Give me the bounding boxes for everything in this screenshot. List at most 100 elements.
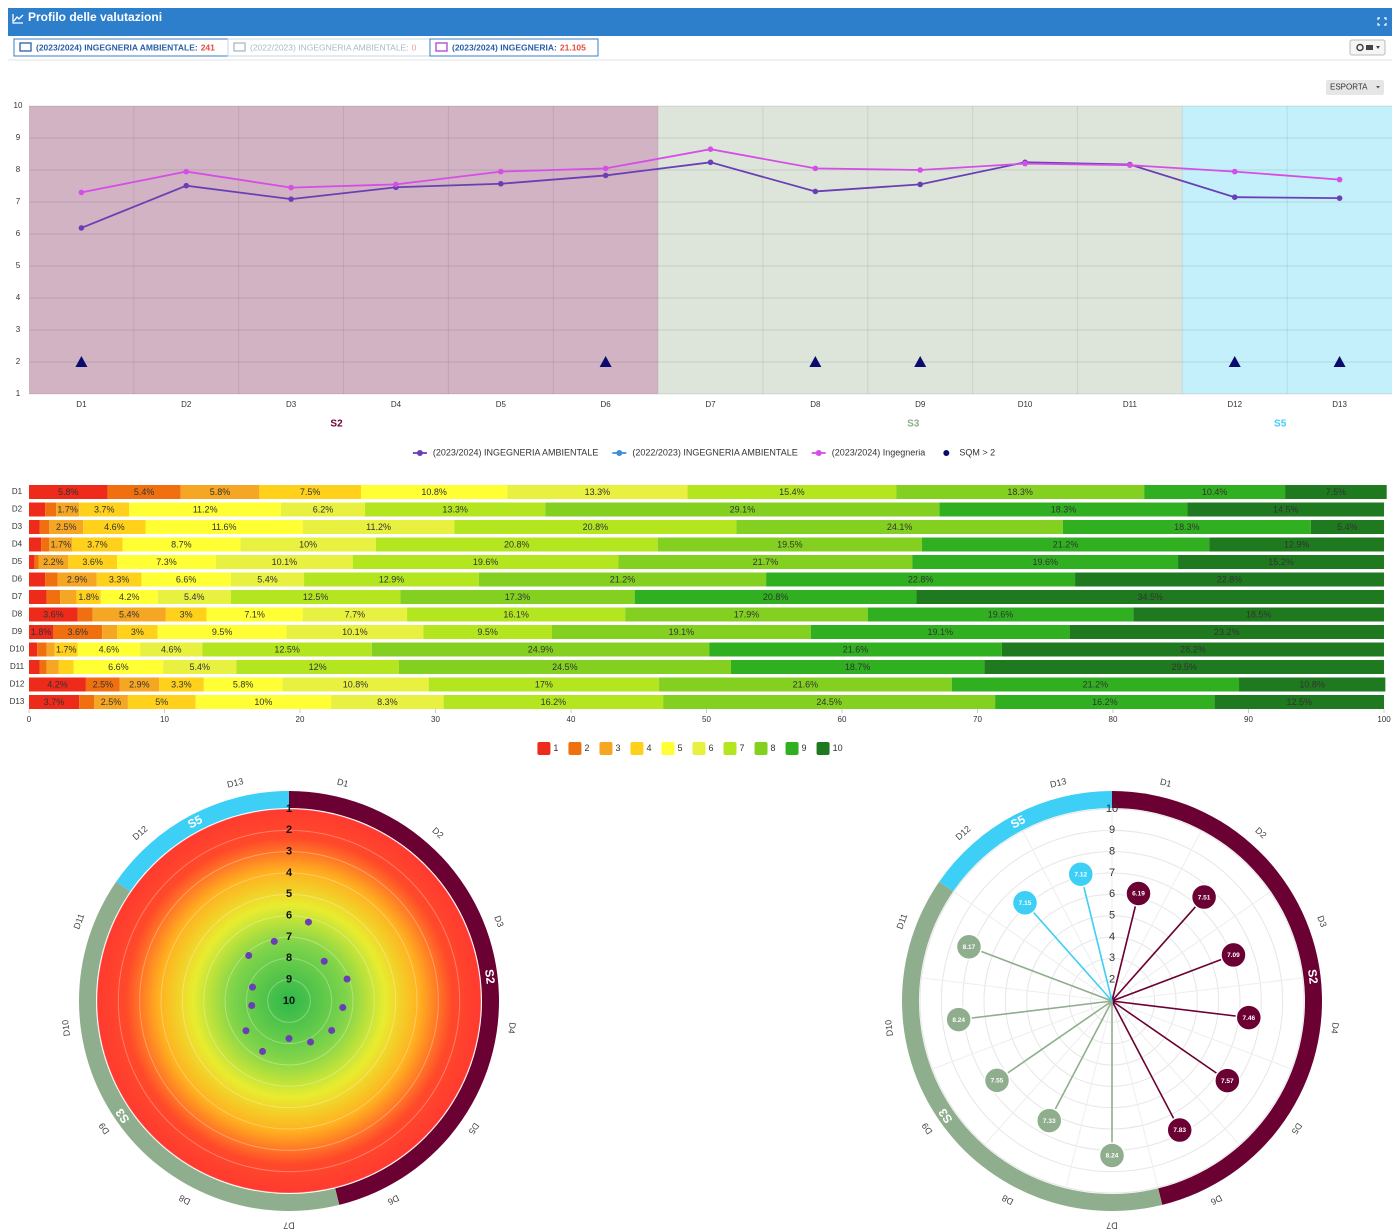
bar-segment	[29, 555, 35, 569]
bar-label: 24.5%	[816, 697, 842, 707]
bar-segment	[1133, 607, 1384, 622]
bar-segment	[302, 520, 455, 534]
series-point	[393, 181, 399, 188]
bar-segment	[29, 537, 42, 552]
category-label: D10	[60, 1019, 72, 1037]
bar-segment	[352, 555, 619, 569]
bar-label: 6.2%	[313, 504, 334, 514]
legend-swatch	[568, 742, 582, 755]
tab-label[interactable]: (2023/2024) INGEGNERIA:	[452, 42, 557, 52]
legend-item[interactable]: 2	[568, 742, 589, 755]
y-tick-label: 5	[16, 261, 21, 270]
bar-segment	[454, 520, 737, 534]
bar-segment	[302, 607, 408, 622]
legend-item[interactable]: 8	[754, 742, 776, 755]
bar-segment	[41, 537, 50, 552]
tab-icon[interactable]	[19, 42, 32, 52]
legend: (2023/2024) INGEGNERIA AMBIENTALE (2022/2…	[412, 447, 995, 457]
series-point	[78, 189, 85, 196]
tab-box[interactable]	[429, 38, 599, 57]
legend-item[interactable]: 3	[599, 742, 620, 755]
category-label: D2	[1253, 825, 1268, 840]
bar-label: 3%	[131, 627, 144, 637]
bar-label: 10.1%	[342, 627, 368, 637]
legend-item[interactable]: 10	[816, 742, 843, 755]
legend-item[interactable]: 7	[723, 742, 745, 755]
legend-swatch	[723, 742, 737, 755]
polar-stem	[958, 1000, 1113, 1021]
bar-segment	[39, 660, 47, 674]
legend-label[interactable]: 5	[677, 743, 682, 753]
series-point	[1231, 194, 1238, 200]
bar-label: 21.2%	[610, 574, 636, 584]
tab-label[interactable]: (2023/2024) INGEGNERIA AMBIENTALE:	[36, 42, 198, 52]
legend-label[interactable]: (2022/2023) INGEGNERIA AMBIENTALE	[632, 447, 797, 457]
bar-segment	[39, 520, 50, 534]
tab-icon[interactable]	[233, 42, 246, 52]
spoke	[1111, 1000, 1292, 1070]
point-label: 7.57	[1221, 1078, 1234, 1085]
legend-item[interactable]: 4	[630, 742, 651, 755]
tab[interactable]: (2023/2024) INGEGNERIA: 21.105	[429, 38, 599, 57]
legend-label[interactable]: (2023/2024) INGEGNERIA AMBIENTALE	[433, 447, 598, 457]
tab-label[interactable]: (2022/2023) INGEGNERIA AMBIENTALE:	[250, 42, 409, 52]
legend-label[interactable]: 6	[709, 743, 714, 753]
legend-label[interactable]: (2023/2024) Ingegneria	[832, 447, 926, 457]
series-point	[917, 167, 923, 173]
bar-segment	[1144, 485, 1286, 499]
legend-marker	[616, 450, 623, 456]
legend-label[interactable]: 7	[740, 743, 745, 753]
export-label[interactable]: ESPORTA	[1330, 83, 1368, 92]
bar-label: 18.3%	[1007, 487, 1033, 497]
bar-segment	[129, 502, 282, 517]
bar-segment	[202, 642, 372, 657]
tab-value[interactable]: 0	[412, 42, 417, 52]
fullscreen-button[interactable]	[1377, 17, 1387, 26]
export-button[interactable]: ESPORTA	[1326, 80, 1384, 95]
tab-value[interactable]: 21.105	[560, 42, 586, 52]
legend-label[interactable]: 2	[584, 743, 589, 753]
polar-stem	[1079, 874, 1113, 1002]
settings-button[interactable]	[1349, 39, 1386, 56]
bar-label: 5.8%	[58, 487, 79, 497]
bar-label: 13.3%	[442, 504, 468, 514]
legend-label[interactable]: 3	[615, 743, 620, 753]
legend-label[interactable]: SQM > 2	[959, 447, 995, 457]
legend-item[interactable]: 5	[661, 742, 683, 755]
point-label: 7.83	[1173, 1127, 1186, 1134]
category-label: D11	[894, 912, 909, 930]
section-label: S3	[907, 419, 920, 430]
tab-value[interactable]: 241	[201, 42, 215, 52]
legend-label[interactable]: 10	[833, 743, 843, 753]
legend-marker	[416, 450, 423, 456]
legend-item[interactable]: 1	[537, 742, 558, 755]
tab[interactable]: (2023/2024) INGEGNERIA AMBIENTALE: 241	[13, 38, 229, 57]
legend-label[interactable]: 1	[553, 743, 558, 753]
bar-label: 7.5%	[1326, 487, 1347, 497]
legend-item[interactable]: SQM > 2	[943, 447, 995, 457]
legend-label[interactable]: 8	[771, 743, 776, 753]
tab-icon[interactable]	[435, 42, 448, 52]
legend-item[interactable]: 6	[692, 742, 714, 755]
y-tick-label: D7	[12, 592, 23, 601]
legend-label[interactable]: 4	[646, 743, 651, 753]
section-ring	[116, 791, 289, 892]
bar-segment	[921, 537, 1210, 552]
bar-segment	[1285, 485, 1387, 499]
bar-segment	[365, 502, 546, 517]
y-tick-label: D3	[12, 522, 23, 531]
legend-item[interactable]: (2023/2024) INGEGNERIA AMBIENTALE	[412, 447, 598, 457]
legend-label[interactable]: 9	[802, 743, 807, 753]
x-tick-label: D12	[1227, 400, 1242, 409]
tab[interactable]: (2022/2023) INGEGNERIA AMBIENTALE: 0	[227, 38, 431, 57]
legend-item[interactable]: 9	[785, 742, 807, 755]
legend-item[interactable]: (2022/2023) INGEGNERIA AMBIENTALE	[612, 447, 798, 457]
bar-segment	[58, 660, 74, 674]
point-label: 8.17	[963, 944, 976, 951]
r-tick-label: 1	[286, 803, 292, 815]
bar-label: 5.8%	[210, 487, 231, 497]
legend-item[interactable]: (2023/2024) Ingegneria	[811, 447, 926, 457]
bar-label: 19.6%	[1032, 557, 1058, 567]
bar-label: 18.7%	[845, 662, 871, 672]
polar-point	[1214, 1067, 1241, 1094]
